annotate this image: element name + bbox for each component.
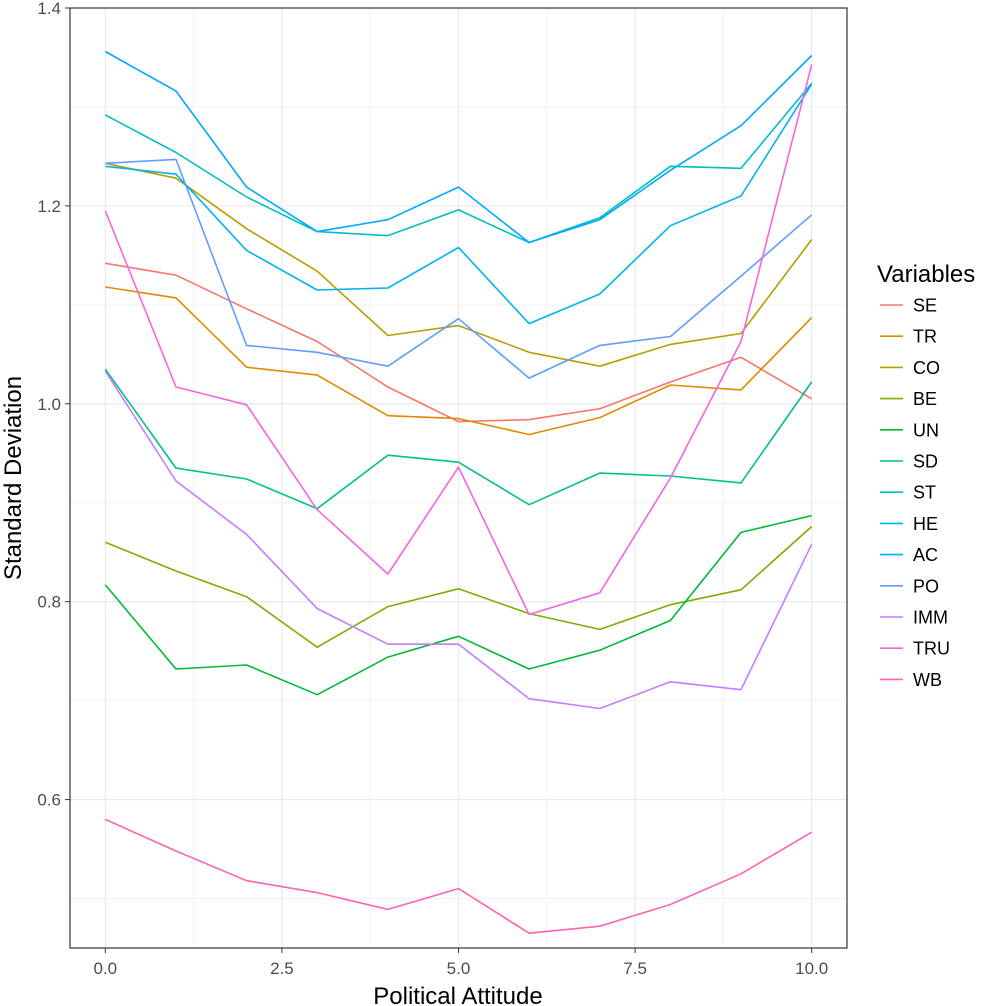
y-axis-title: Standard Deviation bbox=[0, 376, 27, 580]
x-tick-label: 7.5 bbox=[623, 959, 647, 978]
legend-label: PO bbox=[913, 576, 939, 596]
x-tick-label: 5.0 bbox=[447, 959, 471, 978]
y-tick-label: 1.0 bbox=[37, 395, 61, 414]
series-lines bbox=[104, 50, 813, 935]
legend-label: ST bbox=[913, 483, 936, 503]
series-line-ac bbox=[104, 50, 813, 244]
legend-item-tr: TR bbox=[880, 327, 937, 347]
legend-item-co: CO bbox=[880, 358, 940, 378]
series-line-be bbox=[104, 525, 813, 649]
y-tick-label: 1.4 bbox=[37, 0, 61, 18]
legend-item-st: ST bbox=[880, 483, 936, 503]
legend-label: AC bbox=[913, 545, 938, 565]
legend-item-wb: WB bbox=[880, 670, 942, 690]
legend-label: HE bbox=[913, 514, 938, 534]
series-line-wb bbox=[104, 818, 813, 935]
legend-item-tru: TRU bbox=[880, 639, 950, 659]
legend-label: SD bbox=[913, 452, 938, 472]
legend-label: TRU bbox=[913, 639, 950, 659]
legend-label: SE bbox=[913, 296, 937, 316]
y-tick-label: 0.8 bbox=[37, 593, 61, 612]
legend-item-se: SE bbox=[880, 296, 937, 316]
legend-label: UN bbox=[913, 420, 939, 440]
legend-label: WB bbox=[913, 670, 942, 690]
legend-item-sd: SD bbox=[880, 452, 938, 472]
series-line-po bbox=[105, 158, 813, 379]
legend-item-po: PO bbox=[880, 576, 939, 596]
series-line-tr bbox=[105, 286, 813, 436]
legend-title: Variables bbox=[877, 261, 975, 288]
legend-item-he: HE bbox=[880, 514, 938, 534]
legend-label: CO bbox=[913, 358, 940, 378]
legend-label: BE bbox=[913, 389, 937, 409]
x-tick-label: 2.5 bbox=[270, 959, 294, 978]
legend-item-be: BE bbox=[880, 389, 937, 409]
x-tick-label: 10.0 bbox=[795, 959, 828, 978]
series-line-se bbox=[105, 262, 813, 423]
x-tick-label: 0.0 bbox=[93, 959, 117, 978]
series-line-st bbox=[104, 82, 813, 244]
y-axis-ticks: 0.6 0.8 1.0 1.2 1.4 bbox=[37, 0, 70, 810]
series-line-he bbox=[105, 83, 813, 325]
x-axis-ticks: 0.0 2.5 5.0 7.5 10.0 bbox=[93, 948, 828, 978]
legend-item-imm: IMM bbox=[880, 608, 948, 628]
legend: Variables SE TR CO BE UN SD ST HE AC PO IMM TRU WB bbox=[877, 261, 975, 690]
series-line-un bbox=[104, 514, 812, 696]
series-line-co bbox=[105, 162, 813, 368]
y-tick-label: 1.2 bbox=[37, 197, 61, 216]
legend-label: TR bbox=[913, 327, 937, 347]
series-line-imm bbox=[104, 370, 813, 710]
series-line-sd bbox=[104, 368, 813, 510]
y-tick-label: 0.6 bbox=[37, 791, 61, 810]
legend-item-un: UN bbox=[880, 420, 939, 440]
legend-label: IMM bbox=[913, 608, 948, 628]
x-axis-title: Political Attitude bbox=[373, 983, 542, 1006]
series-line-tru bbox=[104, 64, 813, 616]
legend-item-ac: AC bbox=[880, 545, 938, 565]
